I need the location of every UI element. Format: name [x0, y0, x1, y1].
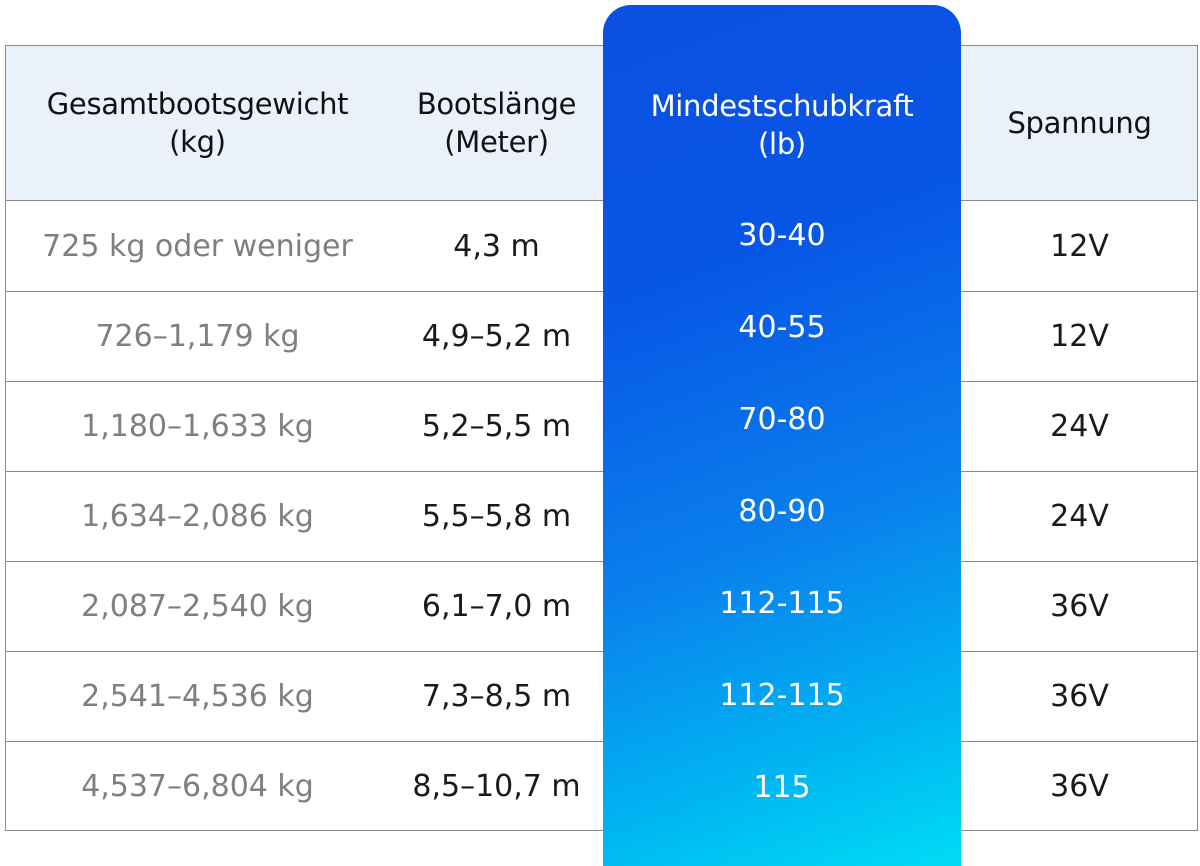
row-divider	[5, 561, 1198, 562]
header-thrust: Mindestschubkraft (lb)	[603, 85, 961, 165]
cell-length: 8,5–10,7 m	[412, 768, 581, 804]
header-voltage-label: Spannung	[1007, 106, 1152, 140]
cell-weight: 725 kg oder weniger	[42, 228, 353, 264]
header-length-line2: (Meter)	[444, 125, 549, 159]
cell-voltage: 12V	[1050, 228, 1109, 264]
comparison-table: Gesamtbootsgewicht (kg) Bootslänge (Mete…	[5, 45, 1198, 831]
cell-length: 4,9–5,2 m	[421, 318, 572, 354]
row-divider	[5, 381, 1198, 382]
header-thrust-line2: (lb)	[758, 127, 806, 161]
cell-length: 7,3–8,5 m	[421, 678, 572, 714]
cell-weight: 726–1,179 kg	[95, 318, 300, 354]
cell-thrust: 80-90	[738, 493, 826, 529]
cell-thrust: 112-115	[719, 677, 845, 713]
cell-voltage: 12V	[1050, 318, 1109, 354]
cell-thrust: 40-55	[738, 309, 826, 345]
row-divider	[5, 741, 1198, 742]
cell-length: 4,3 m	[453, 228, 540, 264]
header-weight-line2: (kg)	[169, 125, 226, 159]
header-length-line1: Bootslänge	[416, 87, 577, 121]
cell-thrust: 115	[753, 769, 811, 805]
row-divider	[5, 291, 1198, 292]
header-thrust-line1: Mindestschubkraft	[650, 89, 914, 123]
cell-length: 6,1–7,0 m	[421, 588, 572, 624]
cell-length: 5,2–5,5 m	[421, 408, 572, 444]
header-weight-line1: Gesamtbootsgewicht	[46, 87, 349, 121]
cell-thrust: 112-115	[719, 585, 845, 621]
cell-weight: 4,537–6,804 kg	[81, 768, 314, 804]
highlighted-thrust-column: Mindestschubkraft (lb) 30-40 40-55 70-80…	[603, 5, 961, 866]
cell-voltage: 36V	[1050, 768, 1109, 804]
cell-thrust: 30-40	[738, 217, 826, 253]
cell-thrust: 70-80	[738, 401, 826, 437]
header-voltage: Spannung	[961, 45, 1198, 201]
cell-voltage: 36V	[1050, 588, 1109, 624]
row-divider	[5, 471, 1198, 472]
cell-voltage: 24V	[1050, 408, 1109, 444]
cell-weight: 1,634–2,086 kg	[81, 498, 314, 534]
header-length: Bootslänge (Meter)	[390, 45, 603, 201]
cell-length: 5,5–5,8 m	[421, 498, 572, 534]
cell-weight: 2,541–4,536 kg	[81, 678, 314, 714]
table-border	[5, 45, 1198, 831]
row-divider	[5, 651, 1198, 652]
header-weight: Gesamtbootsgewicht (kg)	[5, 45, 390, 201]
cell-weight: 1,180–1,633 kg	[81, 408, 314, 444]
cell-weight: 2,087–2,540 kg	[81, 588, 314, 624]
table-header-row	[5, 45, 1198, 201]
cell-voltage: 24V	[1050, 498, 1109, 534]
cell-voltage: 36V	[1050, 678, 1109, 714]
